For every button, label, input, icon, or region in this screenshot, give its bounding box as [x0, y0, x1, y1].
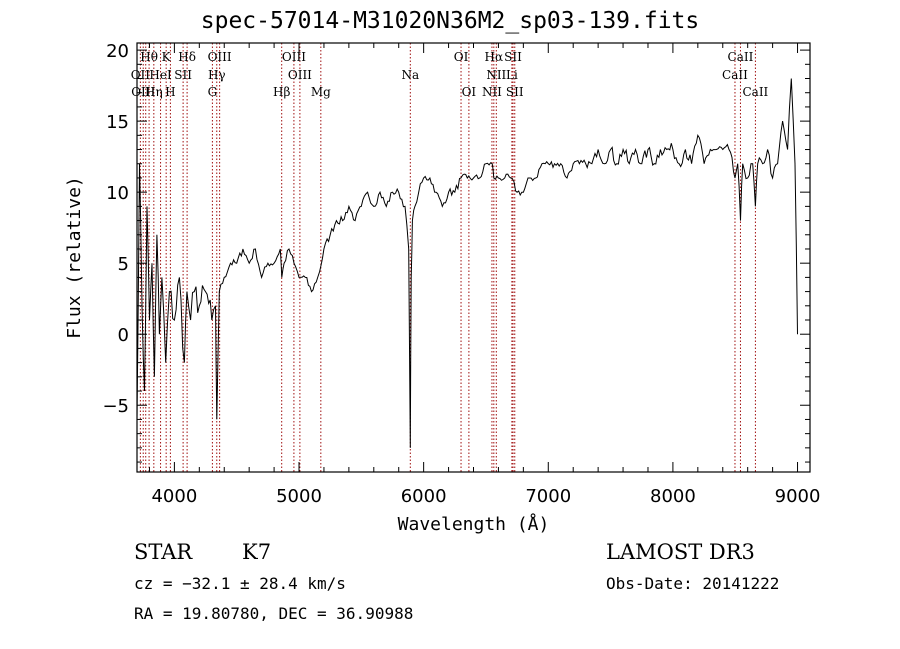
line-annotation: Hδ	[178, 50, 196, 64]
y-tick-label: 0	[118, 325, 129, 346]
line-annotation: G	[208, 85, 218, 99]
line-annotation: SII	[504, 50, 522, 64]
line-annotation: OIII	[208, 50, 232, 64]
y-tick-label: 15	[106, 112, 129, 133]
x-tick-label: 5000	[276, 486, 322, 507]
line-annotation: OI	[462, 85, 477, 99]
y-tick-label: −5	[102, 396, 129, 417]
line-annotation: Li	[506, 68, 518, 82]
y-tick-label: 20	[106, 41, 129, 62]
line-annotation: OIII	[288, 68, 312, 82]
line-annotation: SII	[174, 68, 192, 82]
line-annotation: NII	[482, 85, 502, 99]
flux-series-line	[136, 78, 798, 448]
line-annotation: NII	[486, 68, 506, 82]
line-annotation: OIII	[282, 50, 306, 64]
x-tick-label: 6000	[401, 486, 447, 507]
object-subclass: K7	[242, 540, 272, 564]
line-annotation: Hγ	[208, 68, 226, 82]
line-annotation: HeI	[149, 68, 172, 82]
line-annotation: K	[162, 50, 172, 64]
object-class: STAR	[134, 540, 193, 564]
line-annotation: Hβ	[273, 85, 290, 99]
line-annotation: H	[165, 85, 175, 99]
y-tick-label: 5	[118, 254, 129, 275]
line-annotation: SII	[506, 85, 524, 99]
line-annotation: Hη	[145, 85, 163, 99]
line-annotation: CaII	[728, 50, 754, 64]
x-tick-label: 8000	[650, 486, 696, 507]
x-tick-label: 4000	[151, 486, 197, 507]
line-annotation: Mg	[311, 85, 331, 99]
line-annotation: Na	[401, 68, 419, 82]
x-tick-label: 9000	[775, 486, 821, 507]
y-tick-label: 10	[106, 183, 129, 204]
line-annotation: OI	[454, 50, 469, 64]
redshift-cz: cz = −32.1 ± 28.4 km/s	[134, 574, 346, 593]
y-axis-label: Flux (relative)	[64, 176, 85, 339]
observation-date: Obs-Date: 20141222	[606, 574, 780, 593]
sky-coordinates: RA = 19.80780, DEC = 36.90988	[134, 604, 414, 623]
line-annotation: Hα	[485, 50, 504, 64]
line-annotation: OIII	[131, 85, 155, 99]
x-axis-label: Wavelength (Å)	[398, 513, 550, 535]
line-annotation: CaII	[742, 85, 768, 99]
survey-name: LAMOST DR3	[606, 540, 755, 564]
line-annotation: OII	[131, 68, 151, 82]
chart-title: spec-57014-M31020N36M2_sp03-139.fits	[200, 8, 700, 34]
line-annotation: CaII	[722, 68, 748, 82]
line-annotation: Hθ	[140, 50, 158, 64]
x-tick-label: 7000	[525, 486, 571, 507]
